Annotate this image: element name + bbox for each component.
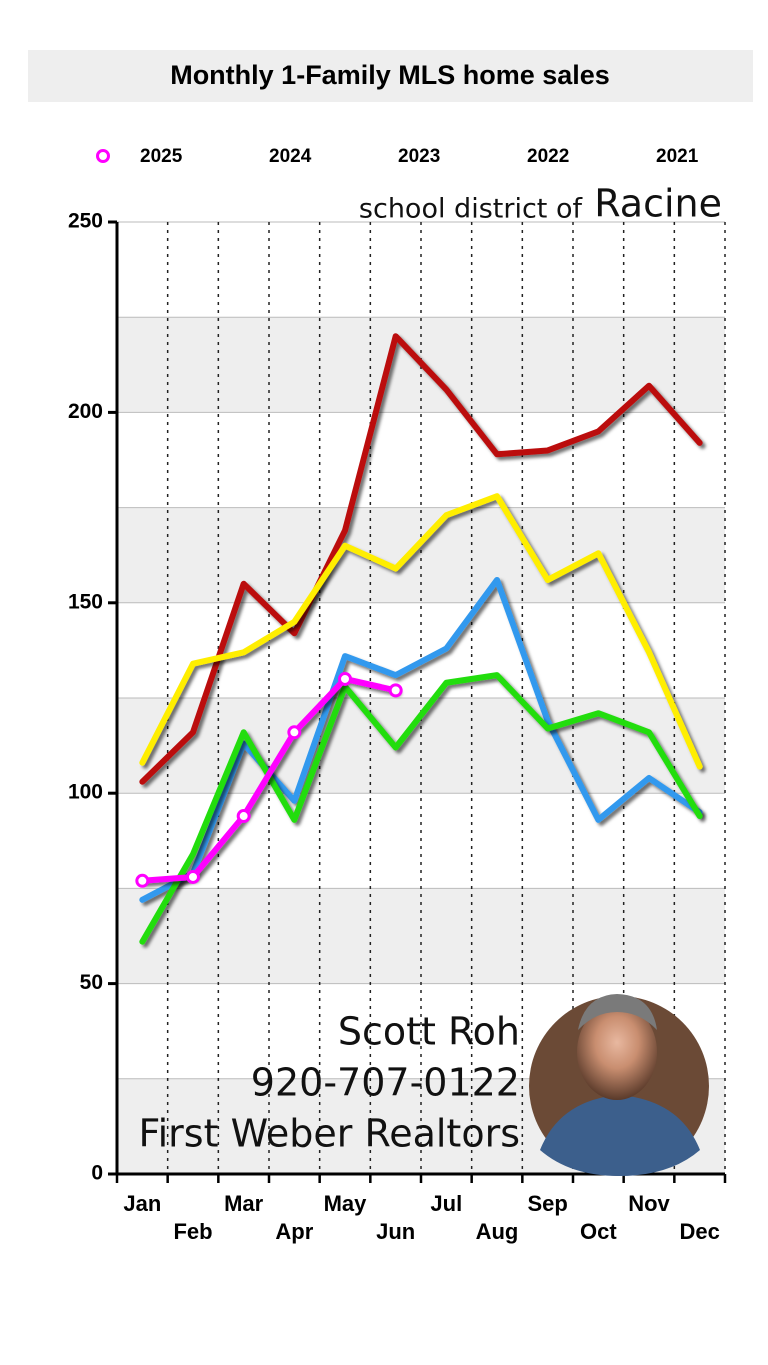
x-tick-label: Aug [476,1219,519,1244]
series-line [139,493,703,770]
point-marker [135,873,150,888]
point-marker [186,869,200,884]
point-marker [236,809,251,824]
agent-phone: 920-707-0122 [251,1061,520,1105]
series-line [139,576,703,903]
title-band [28,50,753,102]
y-tick-label: 150 [68,590,103,613]
x-tick-label: Apr [275,1219,313,1244]
x-tick-label: May [324,1191,368,1216]
x-tick-label: Jan [123,1191,161,1216]
legend-label: 2021 [656,146,699,167]
point-marker [338,671,352,686]
legend-marker [96,149,110,163]
grid-band [117,507,725,603]
y-tick-label: 200 [68,400,103,423]
x-tick-label: Feb [173,1219,212,1244]
chart-title: Monthly 1-Family MLS home sales [170,60,610,90]
point-marker [388,683,403,698]
agent-photo [529,994,709,1176]
series-line [139,672,703,945]
x-tick-label: Nov [628,1191,670,1216]
y-tick-label: 100 [68,781,103,804]
x-tick-label: Dec [679,1219,719,1244]
series-line [139,333,703,785]
point-marker [287,725,302,740]
y-tick-label: 250 [68,210,103,233]
y-tick-label: 50 [80,971,103,994]
y-tick-label: 0 [91,1162,103,1185]
x-tick-label: Jul [430,1191,462,1216]
subtitle-emphasis: Racine [594,182,722,226]
legend-label: 2023 [398,146,440,167]
series-line [139,675,399,884]
legend-label: 2022 [527,146,569,167]
agent-company: First Weber Realtors [139,1112,520,1156]
x-tick-label: Sep [527,1191,567,1216]
legend-label: 2025 [140,146,183,167]
x-tick-label: Mar [224,1191,264,1216]
subtitle: school district of [359,194,584,225]
agent-name: Scott Roh [338,1010,520,1054]
x-tick-label: Oct [580,1219,617,1244]
x-tick-label: Jun [376,1219,415,1244]
legend-label: 2024 [269,146,312,167]
